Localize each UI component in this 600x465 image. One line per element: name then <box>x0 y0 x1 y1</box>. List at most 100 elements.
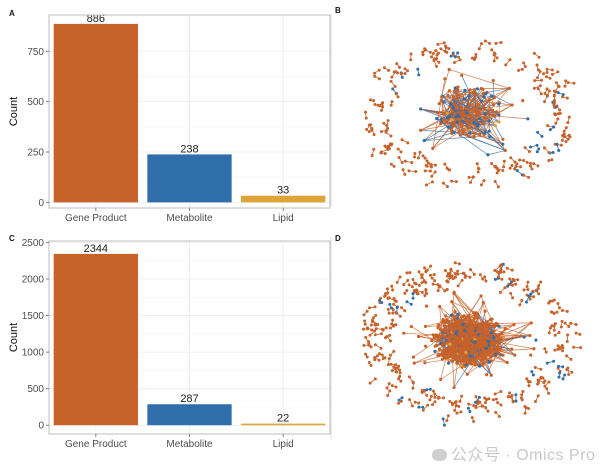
node <box>473 273 476 276</box>
node <box>460 74 463 77</box>
node <box>519 334 522 337</box>
node <box>411 387 414 390</box>
node <box>512 400 515 403</box>
node <box>540 376 543 379</box>
node <box>480 87 483 90</box>
node <box>426 269 429 272</box>
node <box>483 275 486 278</box>
node <box>476 342 479 345</box>
node <box>509 167 512 170</box>
node <box>410 303 413 306</box>
node <box>445 120 448 123</box>
node <box>529 298 532 301</box>
node <box>457 359 460 362</box>
node <box>497 348 500 351</box>
node <box>480 99 483 102</box>
node <box>492 79 495 82</box>
node <box>468 410 471 413</box>
node <box>421 291 424 294</box>
node <box>479 343 482 346</box>
node <box>524 146 527 149</box>
node <box>508 58 511 61</box>
node <box>397 148 400 151</box>
node <box>486 410 489 413</box>
node <box>491 109 494 112</box>
node <box>529 162 532 165</box>
node <box>408 398 411 401</box>
node <box>420 281 423 284</box>
node <box>365 128 368 131</box>
node <box>376 354 379 357</box>
node <box>449 268 452 271</box>
node <box>414 401 417 404</box>
y-tick-label: 250 <box>27 147 44 158</box>
node <box>459 134 462 137</box>
node <box>481 321 484 324</box>
node <box>433 396 436 399</box>
node <box>479 294 482 297</box>
node <box>412 356 415 359</box>
node <box>417 292 420 295</box>
node <box>442 417 445 420</box>
node <box>467 127 470 130</box>
node <box>520 397 523 400</box>
node <box>508 87 511 90</box>
network-graph-d <box>331 237 582 440</box>
node <box>459 340 462 343</box>
node <box>401 396 404 399</box>
node <box>379 151 382 154</box>
node <box>417 406 420 409</box>
node <box>391 319 394 322</box>
node <box>425 304 428 307</box>
node <box>394 85 397 88</box>
node <box>522 174 525 177</box>
node <box>506 361 509 364</box>
node <box>380 347 383 350</box>
node <box>378 359 381 362</box>
node <box>546 362 549 365</box>
node <box>467 176 470 179</box>
node <box>419 107 422 110</box>
node <box>387 69 390 72</box>
node <box>492 398 495 401</box>
node <box>552 151 555 154</box>
node <box>443 424 446 427</box>
node <box>435 117 438 120</box>
node <box>472 176 475 179</box>
node <box>530 321 533 324</box>
node <box>439 378 442 381</box>
node <box>478 396 481 399</box>
y-tick-label: 500 <box>27 97 44 108</box>
node <box>561 95 564 98</box>
node <box>446 185 449 188</box>
node <box>398 368 401 371</box>
node <box>459 107 462 110</box>
node <box>372 148 375 151</box>
node <box>399 380 402 383</box>
node <box>430 339 433 342</box>
node <box>369 123 372 126</box>
node <box>465 323 468 326</box>
node <box>459 364 462 367</box>
node <box>492 350 495 353</box>
node <box>410 161 413 164</box>
node <box>394 70 397 73</box>
node <box>481 278 484 281</box>
node <box>555 81 558 84</box>
node <box>453 316 456 319</box>
node <box>537 87 540 90</box>
node <box>423 361 426 364</box>
node <box>434 170 437 173</box>
node <box>557 376 560 379</box>
node <box>543 100 546 103</box>
node <box>442 119 445 122</box>
node <box>485 398 488 401</box>
node <box>438 396 441 399</box>
node <box>363 320 366 323</box>
node <box>510 280 513 283</box>
node <box>404 67 407 70</box>
node <box>391 87 394 90</box>
node <box>526 288 529 291</box>
node <box>526 117 529 120</box>
